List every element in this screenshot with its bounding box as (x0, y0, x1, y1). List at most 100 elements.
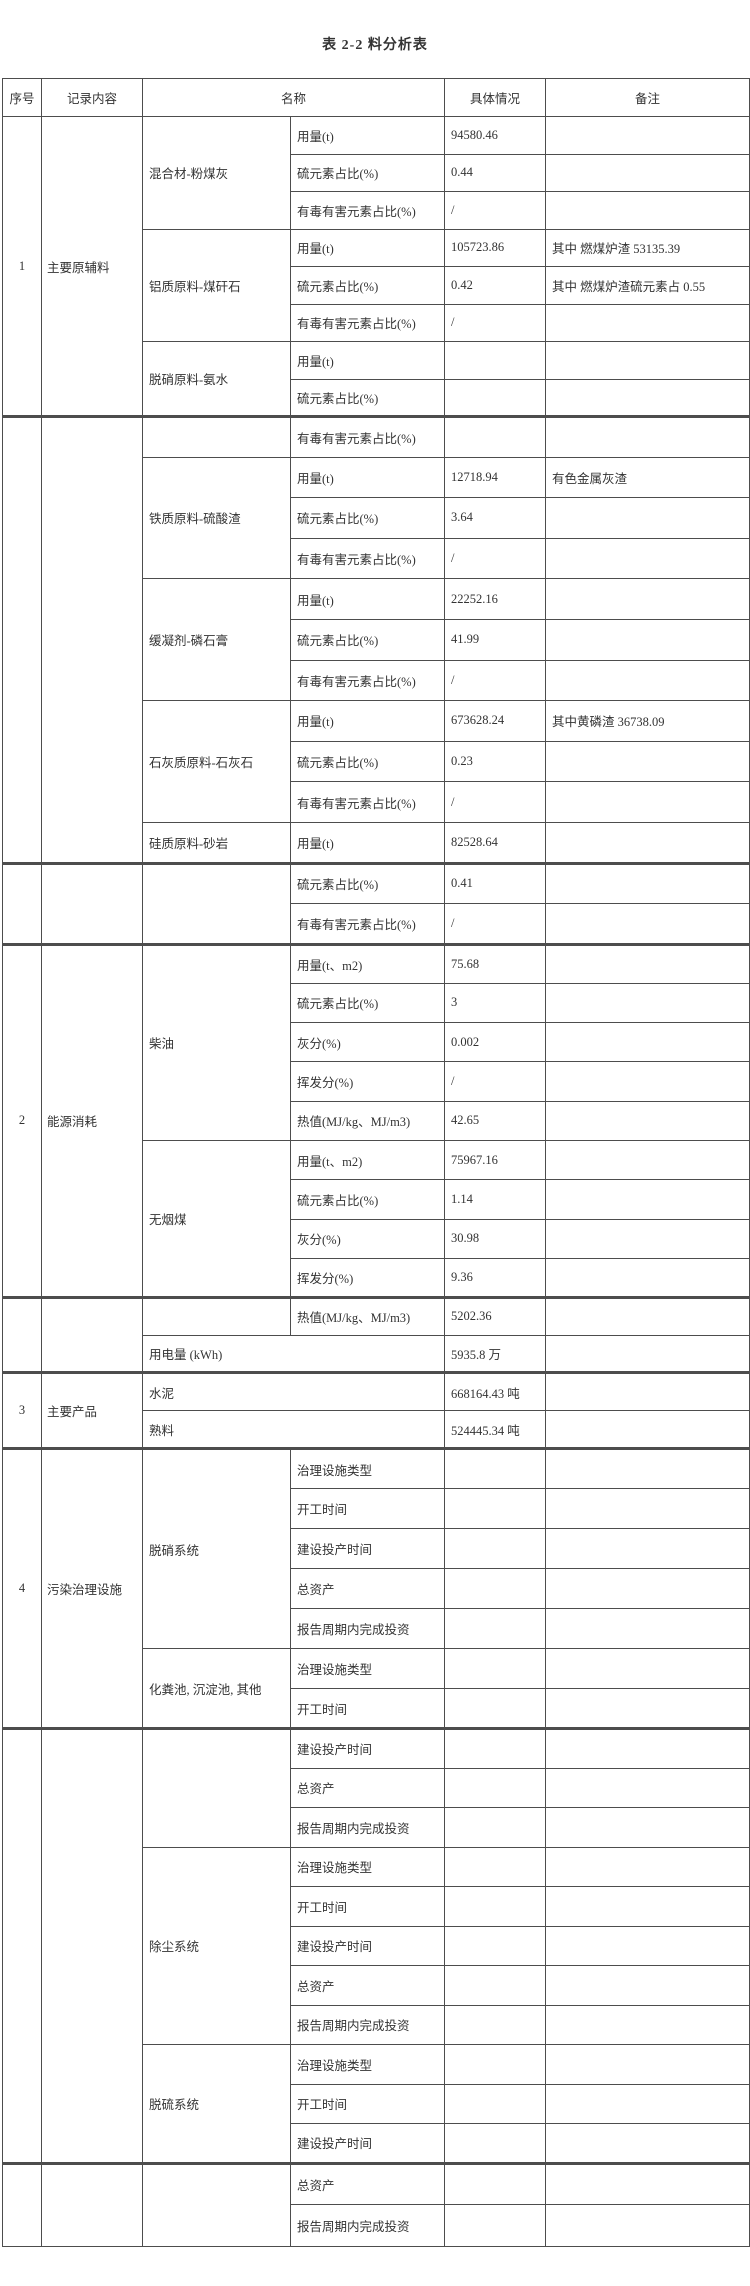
remark-cell (545, 1218, 750, 1259)
remark-cell (545, 1334, 750, 1374)
item-label-cell: 硫元素占比(%) (289, 1179, 446, 1220)
item-label-cell: 水泥 (141, 1371, 446, 1412)
remark-cell (545, 781, 750, 823)
table-row: 硫元素占比(%) 0.41 (2, 861, 750, 945)
table-row: 有毒有害元素占比(%) / (3, 303, 750, 342)
table-row: 有毒有害元素占比(%) / (3, 191, 750, 230)
remark-cell (545, 1371, 750, 1412)
value-cell (444, 2044, 547, 2085)
value-cell (444, 1568, 547, 1610)
header-row: 序号 记录内容 名称 具体情况 备注 (2, 78, 750, 117)
value-cell: 41.99 (444, 618, 547, 661)
table-row: 总资产 (3, 1767, 750, 1809)
remark-cell (545, 497, 750, 539)
value-cell (444, 2204, 547, 2247)
value-cell: 0.23 (444, 740, 547, 783)
table-body: 1 主要原辅料 混合材-粉煤灰 用量(t) 94580.46 硫元素占比(%) 0.44 有毒… (2, 116, 750, 2247)
table-row: 挥发分(%) / (3, 1061, 750, 1102)
value-cell: 75.68 (444, 942, 547, 984)
item-label-cell: 热值(MJ/kg、MJ/m3) (289, 1100, 446, 1142)
item-label-cell: 硫元素占比(%) (289, 982, 446, 1024)
table-row: 有毒有害元素占比(%) / (3, 903, 750, 945)
table-row: 建设投产时间 (3, 1925, 750, 1967)
table-row: 硫元素占比(%) 3.64 (3, 497, 750, 539)
remark-cell (545, 942, 750, 984)
item-label-cell: 硫元素占比(%) (289, 740, 446, 783)
category-cell (41, 1296, 143, 1374)
value-cell: / (444, 1061, 547, 1102)
item-label-cell: 挥发分(%) (289, 1257, 446, 1299)
table-row: 铝质原料-煤矸石 用量(t) 105723.86 其中 燃煤炉渣 53135.39 (3, 228, 750, 342)
remark-cell (545, 1727, 750, 1769)
table-row: 4 污染治理设施 脱硝系统 治理设施类型 (2, 1447, 750, 1730)
item-label-cell: 用量(t) (289, 116, 446, 155)
remark-cell (545, 1140, 750, 1181)
item-label-cell: 用量(t) (289, 228, 446, 267)
item-label-cell: 挥发分(%) (289, 1061, 446, 1102)
item-label-cell: 报告周期内完成投资 (289, 2204, 446, 2247)
item-label-cell: 治理设施类型 (289, 2044, 446, 2085)
remark-cell (545, 821, 750, 864)
table-row: 开工时间 (3, 1688, 750, 1730)
category-cell: 污染治理设施 (41, 1447, 143, 1730)
group-name-cell (142, 2161, 291, 2247)
value-cell (444, 1727, 547, 1769)
group-name-cell: 缓凝剂-磷石膏 (142, 578, 291, 702)
remark-cell (545, 1846, 750, 1888)
value-cell: 0.42 (444, 266, 547, 305)
row-number-cell (2, 2161, 42, 2247)
header-cell-number: 序号 (2, 78, 42, 117)
remark-cell (545, 1488, 750, 1530)
group-name-cell: 脱硫系统 (142, 2044, 291, 2164)
remark-cell (545, 1965, 750, 2006)
remark-cell (545, 2004, 750, 2046)
table-row: 无烟煤 用量(t、m2) 75967.16 (3, 1140, 750, 1299)
remark-cell (545, 1447, 750, 1490)
table-row: 灰分(%) 30.98 (3, 1218, 750, 1259)
remark-cell (545, 861, 750, 905)
item-label-cell: 报告周期内完成投资 (289, 1807, 446, 1848)
item-label-cell: 硫元素占比(%) (289, 497, 446, 539)
group-name-cell (142, 1296, 291, 1336)
item-label-cell: 总资产 (289, 2161, 446, 2206)
value-cell (444, 2083, 547, 2125)
item-label-cell: 有毒有害元素占比(%) (289, 659, 446, 702)
item-label-cell: 建设投产时间 (289, 2123, 446, 2164)
value-cell (444, 378, 547, 417)
remark-cell (545, 1296, 750, 1336)
value-cell (444, 1648, 547, 1690)
value-cell (444, 1925, 547, 1967)
remark-cell (545, 982, 750, 1024)
category-cell (41, 2161, 143, 2247)
group-name-cell: 铁质原料-硫酸渣 (142, 456, 291, 580)
item-label-cell: 用量(t) (289, 578, 446, 620)
item-label-cell: 有毒有害元素占比(%) (289, 191, 446, 230)
group-name-cell (142, 415, 291, 458)
item-label-cell: 建设投产时间 (289, 1528, 446, 1570)
value-cell (444, 1688, 547, 1730)
item-label-cell: 治理设施类型 (289, 1648, 446, 1690)
table-row: 硫元素占比(%) 0.44 (3, 153, 750, 192)
value-cell (444, 341, 547, 380)
value-cell: / (444, 903, 547, 945)
category-cell: 主要原辅料 (41, 116, 143, 417)
table-row: 硫元素占比(%) 1.14 (3, 1179, 750, 1220)
item-label-cell: 用量(t、m2) (289, 942, 446, 984)
remark-cell (545, 1410, 750, 1450)
table-row: 开工时间 (3, 1488, 750, 1530)
value-cell: / (444, 781, 547, 823)
remark-cell (545, 303, 750, 342)
item-label-cell: 建设投产时间 (289, 1925, 446, 1967)
remark-cell (545, 1648, 750, 1690)
value-cell: 5935.8 万 (444, 1334, 547, 1374)
item-label-cell: 熟料 (141, 1410, 446, 1450)
value-cell: 0.002 (444, 1022, 547, 1063)
header-cell-name: 名称 (141, 78, 446, 117)
item-label-cell: 灰分(%) (289, 1022, 446, 1063)
category-cell (41, 861, 143, 945)
value-cell (444, 1608, 547, 1650)
remark-cell (545, 537, 750, 580)
item-label-cell: 有毒有害元素占比(%) (289, 303, 446, 342)
table-row: 石灰质原料-石灰石 用量(t) 673628.24 其中黄磷渣 36738.09 (3, 700, 750, 823)
value-cell: 30.98 (444, 1218, 547, 1259)
